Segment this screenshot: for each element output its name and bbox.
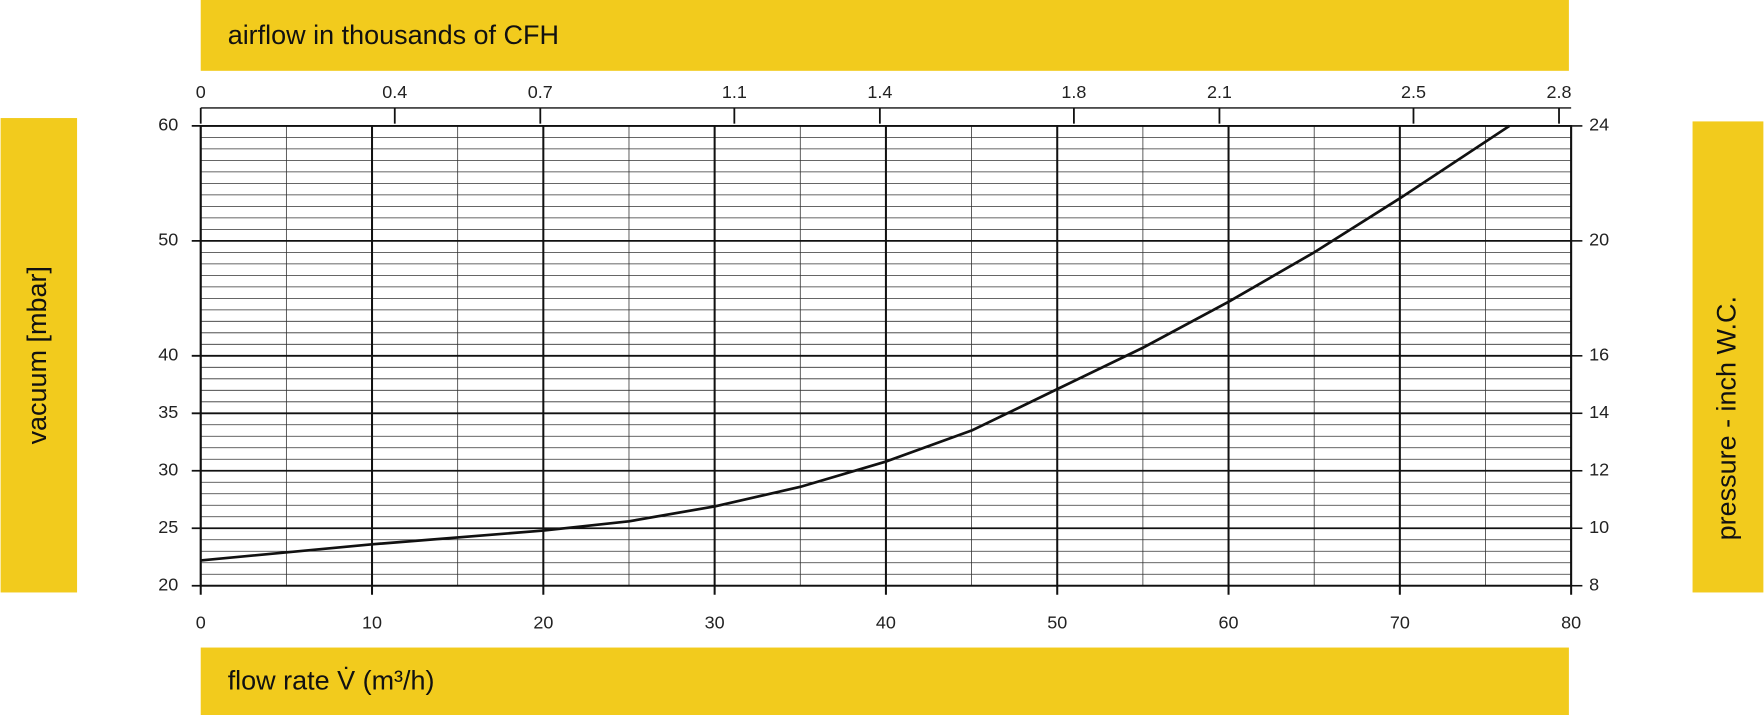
y-tick-label: 35 [158, 402, 178, 422]
y-tick-label: 60 [158, 115, 178, 135]
x2-tick-label: 0.7 [528, 82, 553, 102]
x2-tick-label: 1.4 [867, 82, 892, 102]
y2-tick-label: 12 [1589, 460, 1609, 480]
x-tick-label: 30 [705, 613, 725, 633]
y2-axis-title: pressure - inch W.C. [1712, 296, 1742, 540]
x-tick-label: 0 [196, 613, 206, 633]
x2-axis-title: airflow in thousands of CFH [228, 20, 559, 50]
title-band [0, 118, 78, 593]
plot-frame [199, 125, 1573, 587]
x2-tick-label: 1.8 [1061, 82, 1086, 102]
y-axis-title: vacuum [mbar] [22, 266, 52, 444]
x2-tick-label: 0 [196, 82, 206, 102]
y2-tick-label: 20 [1589, 230, 1609, 250]
x-tick-label: 50 [1047, 613, 1067, 633]
x2-tick-label: 0.4 [382, 82, 407, 102]
y-tick-label: 30 [158, 460, 178, 480]
x-tick-label: 40 [876, 613, 896, 633]
title-band [200, 647, 1569, 715]
x2-tick-label: 1.1 [722, 82, 747, 102]
y2-tick-label: 16 [1589, 345, 1609, 365]
title-band [200, 0, 1569, 71]
y-tick-label: 50 [158, 230, 178, 250]
y2-tick-label: 8 [1589, 574, 1599, 594]
x-tick-label: 60 [1219, 613, 1239, 633]
title-band [1692, 121, 1764, 593]
x-tick-label: 20 [533, 613, 553, 633]
x2-tick-label: 2.5 [1401, 82, 1426, 102]
x2-tick-label: 2.1 [1207, 82, 1232, 102]
y2-tick-label: 10 [1589, 517, 1609, 537]
x-tick-label: 70 [1390, 613, 1410, 633]
x-tick-label: 80 [1561, 613, 1581, 633]
y-tick-label: 20 [158, 574, 178, 594]
x-axis-title: flow rate V̇ (m³/h) [228, 665, 435, 695]
data-line [200, 124, 1511, 562]
y-tick-label: 40 [158, 345, 178, 365]
y2-tick-label: 14 [1589, 402, 1609, 422]
x2-tick-label: 2.8 [1547, 82, 1572, 102]
y-tick-label: 25 [158, 517, 178, 537]
x-tick-label: 10 [362, 613, 382, 633]
y2-tick-label: 24 [1589, 115, 1609, 135]
